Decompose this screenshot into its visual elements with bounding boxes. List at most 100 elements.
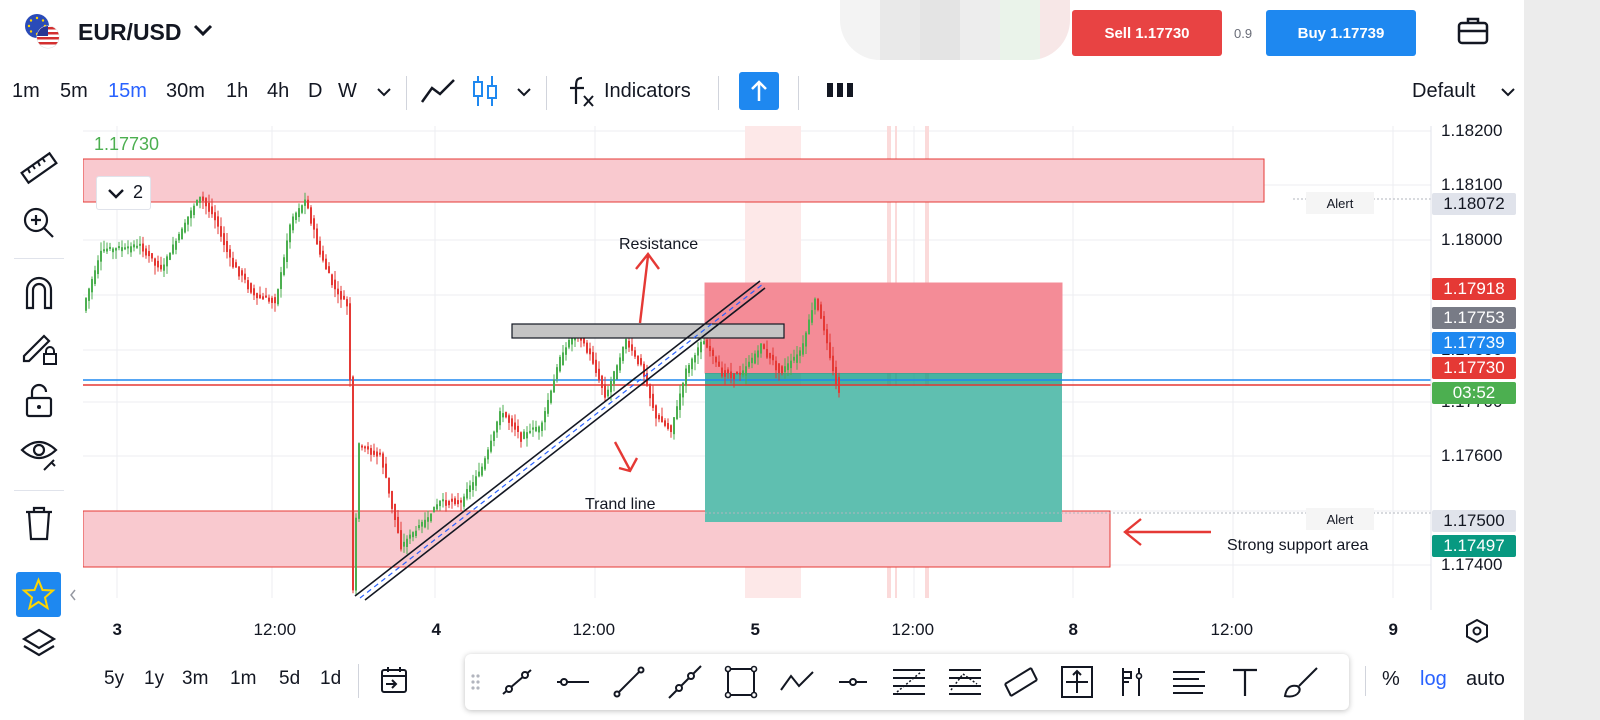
timeframe-5m[interactable]: 5m [60, 80, 88, 102]
alert-label-upper[interactable]: Alert [1306, 192, 1374, 214]
candle-body [565, 347, 567, 355]
rectangle-tool-icon[interactable] [721, 662, 761, 702]
trash-icon[interactable] [18, 502, 60, 544]
chart-type-chevron-icon[interactable] [516, 86, 532, 98]
magnet-icon[interactable] [18, 272, 60, 314]
parallel-channel-tool-icon[interactable] [1001, 662, 1041, 702]
timeframe-d[interactable]: D [308, 80, 323, 102]
line-segment-tool-icon[interactable] [609, 662, 649, 702]
percent-scale-toggle[interactable]: % [1382, 668, 1400, 690]
range-5y[interactable]: 5y [104, 668, 125, 689]
fib-retracement-tool-icon[interactable] [889, 662, 929, 702]
indicators-button[interactable]: Indicators [604, 80, 691, 102]
timeframe-1m[interactable]: 1m [12, 80, 40, 102]
range-3m[interactable]: 3m [182, 668, 209, 689]
layout-chevron-icon[interactable] [1500, 86, 1516, 98]
candlestick-chart-type-icon[interactable] [472, 74, 498, 108]
symbol-title[interactable]: EUR/USD [78, 19, 182, 45]
timeframe-30m[interactable]: 30m [166, 80, 205, 102]
extended-line-tool-icon[interactable] [665, 662, 705, 702]
candle-body [613, 371, 615, 384]
timeframe-15m[interactable]: 15m [108, 80, 147, 102]
collapse-left-icon[interactable] [68, 588, 78, 602]
layout-selector[interactable]: Default [1412, 80, 1476, 102]
trend-line-tool-icon[interactable] [497, 662, 537, 702]
layers-icon[interactable] [18, 624, 60, 666]
function-fx-icon[interactable] [566, 74, 596, 108]
candle-body [220, 226, 222, 237]
candle-body [148, 251, 150, 257]
timeframe-bar: 1m 5m 15m 30m 1h 4h D W Indicators Defau… [0, 70, 1524, 114]
drawings-collapse-button[interactable]: 2 [96, 176, 151, 210]
range-1d[interactable]: 1d [320, 668, 342, 689]
trend-line-annotation[interactable]: Trand line [585, 496, 656, 513]
candle-body [733, 373, 735, 380]
trend-line-channel[interactable] [354, 280, 766, 601]
goto-date-icon[interactable] [378, 664, 410, 696]
fib-extension-tool-icon[interactable] [945, 662, 985, 702]
time-axis-label: 12:00 [253, 620, 297, 639]
candle-body [160, 264, 162, 270]
position-take-profit-area[interactable] [705, 386, 1062, 522]
candle-body [526, 432, 528, 439]
candle-body [817, 298, 819, 310]
horizontal-ray-tool-icon[interactable] [553, 662, 593, 702]
candle-body [589, 348, 591, 355]
range-5d[interactable]: 5d [279, 668, 301, 689]
candle-body [184, 222, 186, 233]
candle-body [427, 517, 429, 522]
chart-area[interactable] [83, 126, 1523, 610]
candle-body [655, 405, 657, 419]
timeframe-more-chevron-icon[interactable] [376, 86, 392, 98]
candle-body [682, 382, 684, 398]
price-tag: 1.17500 [1432, 510, 1516, 532]
separator [14, 258, 64, 259]
unlock-icon[interactable] [18, 380, 60, 422]
sell-button[interactable]: Sell 1.17730 [1072, 10, 1222, 56]
timeframe-1h[interactable]: 1h [226, 80, 249, 102]
briefcase-icon[interactable] [1456, 14, 1490, 48]
candle-body [157, 260, 159, 268]
candle-body [586, 342, 588, 353]
drag-handle-icon[interactable] [465, 662, 485, 702]
support-annotation[interactable]: Strong support area [1227, 537, 1369, 554]
eye-icon[interactable] [18, 432, 60, 474]
long-position-tool-icon[interactable] [1113, 662, 1153, 702]
zoom-in-icon[interactable] [18, 202, 60, 244]
annotation-arrows [613, 252, 1211, 546]
range-1y[interactable]: 1y [144, 668, 165, 689]
candle-body [712, 349, 714, 356]
path-tool-icon[interactable] [777, 662, 817, 702]
resistance-box[interactable] [511, 323, 785, 339]
resistance-annotation[interactable]: Resistance [619, 236, 699, 253]
up-arrow-button[interactable] [739, 72, 779, 110]
favorites-button[interactable] [16, 572, 61, 617]
candle-body [334, 279, 336, 290]
timeframe-w[interactable]: W [338, 80, 357, 102]
pencil-lock-icon[interactable] [18, 326, 60, 368]
candle-body [637, 355, 639, 365]
brush-tool-icon[interactable] [1281, 662, 1321, 702]
line-chart-type-icon[interactable] [420, 76, 456, 106]
ruler-icon[interactable] [18, 148, 60, 190]
buy-button[interactable]: Buy 1.17739 [1266, 10, 1416, 56]
lines-tool-icon[interactable] [1169, 662, 1209, 702]
candle-body [694, 355, 696, 363]
text-tool-icon[interactable] [1225, 662, 1265, 702]
candle-body [415, 530, 417, 537]
timeframe-4h[interactable]: 4h [267, 80, 290, 102]
chevron-down-icon[interactable] [193, 23, 213, 37]
price-chart[interactable] [83, 126, 1523, 610]
candle-body [520, 432, 522, 442]
alert-label-lower[interactable]: Alert [1306, 508, 1374, 530]
candle-body [718, 361, 720, 367]
resistance-zone-rect[interactable] [83, 158, 1265, 203]
bars-menu-icon[interactable] [826, 82, 856, 98]
auto-scale-toggle[interactable]: auto [1466, 668, 1505, 690]
range-1m[interactable]: 1m [230, 668, 257, 689]
log-scale-toggle[interactable]: log [1420, 668, 1447, 690]
settings-hexagon-icon[interactable] [1464, 618, 1490, 644]
measure-tool-icon[interactable] [1057, 662, 1097, 702]
candle-body [166, 256, 168, 267]
horizontal-line-tool-icon[interactable] [833, 662, 873, 702]
